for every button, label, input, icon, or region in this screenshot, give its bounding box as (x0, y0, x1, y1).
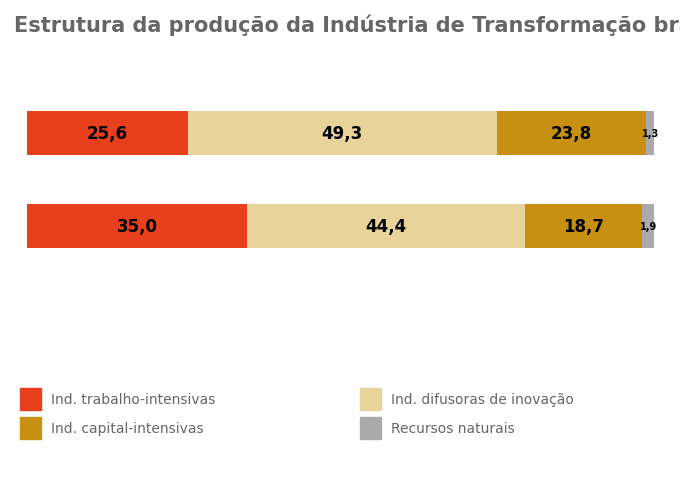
Text: 23,8: 23,8 (551, 124, 592, 143)
Bar (497, 111, 646, 156)
Bar (27, 204, 247, 249)
Text: 44,4: 44,4 (365, 217, 407, 236)
Text: 35,0: 35,0 (116, 217, 158, 236)
Bar (525, 204, 643, 249)
Text: 18,7: 18,7 (563, 217, 605, 236)
Bar (27, 111, 188, 156)
Text: Recursos naturais: Recursos naturais (391, 422, 515, 435)
Text: 49,3: 49,3 (322, 124, 363, 143)
Bar (247, 204, 525, 249)
Text: Ind. difusoras de inovação: Ind. difusoras de inovação (391, 393, 574, 406)
Bar (188, 111, 497, 156)
Bar (643, 204, 654, 249)
Bar (646, 111, 654, 156)
Text: Ind. trabalho-intensivas: Ind. trabalho-intensivas (51, 393, 216, 406)
Text: 1,3: 1,3 (642, 129, 659, 138)
Text: 1,9: 1,9 (640, 222, 657, 231)
Text: Ind. capital-intensivas: Ind. capital-intensivas (51, 422, 203, 435)
Text: Estrutura da produção da Indústria de Transformação brasileira: Estrutura da produção da Indústria de Tr… (14, 15, 680, 36)
Text: 25,6: 25,6 (87, 124, 128, 143)
